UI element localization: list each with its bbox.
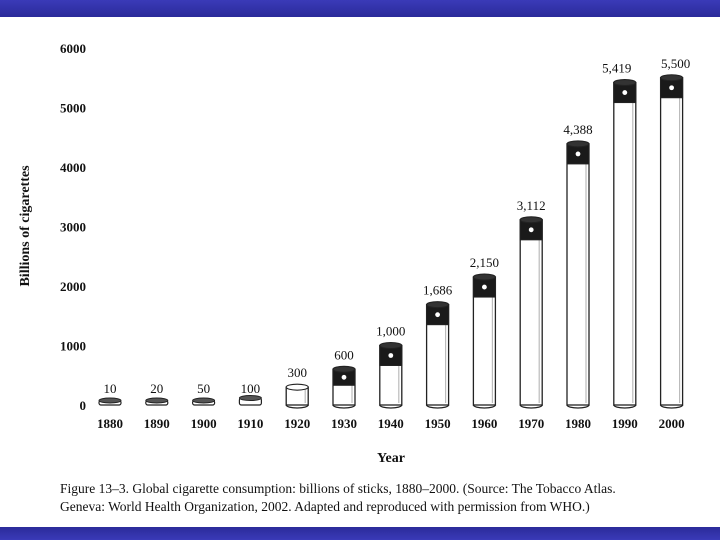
data-label: 2,150 — [470, 255, 499, 270]
figure-caption: Figure 13–3. Global cigarette consumptio… — [60, 480, 710, 516]
bar — [425, 301, 450, 409]
bar-base — [426, 404, 450, 409]
bars: 10 20 50 100 300 600 1,000 1,686 2,150 3,112 4,388… — [98, 56, 690, 409]
ember-speck — [528, 227, 534, 233]
data-label: 1,000 — [376, 324, 405, 339]
y-axis-label: Billions of cigarettes — [18, 165, 33, 287]
bar — [613, 79, 637, 409]
x-tick-labels: 1880 1890 1900 1910 1920 1930 1940 1950 1960 1970… — [97, 416, 685, 431]
bar — [566, 140, 590, 409]
bar-base — [613, 404, 637, 409]
data-label: 600 — [334, 347, 354, 362]
top-band — [0, 0, 720, 17]
x-tick-label: 1940 — [378, 416, 404, 431]
caption-line-1: Figure 13–3. Global cigarette consumptio… — [60, 481, 616, 496]
bar-top — [426, 301, 450, 309]
data-label: 3,112 — [517, 198, 546, 213]
x-tick-label: 1970 — [518, 416, 544, 431]
bar — [98, 397, 122, 406]
ember-speck — [622, 90, 628, 95]
bar-top — [379, 341, 403, 350]
data-label: 300 — [287, 365, 307, 380]
ember-speck — [575, 151, 581, 157]
y-tick-label: 2000 — [60, 279, 86, 294]
x-tick-label: 1930 — [331, 416, 357, 431]
x-axis-label: Year — [377, 451, 405, 466]
x-tick-label: 1880 — [97, 416, 123, 431]
bar-top — [192, 397, 216, 404]
data-label: 1,686 — [423, 283, 453, 298]
bar-top — [660, 74, 684, 82]
bar-base — [379, 404, 403, 409]
bar-top — [238, 395, 262, 402]
bar-base — [285, 404, 309, 409]
x-tick-label: 1990 — [612, 416, 638, 431]
x-tick-label: 1890 — [144, 416, 170, 431]
bar — [519, 216, 543, 409]
bar — [472, 273, 497, 409]
bar-base — [472, 404, 496, 409]
bar — [238, 395, 262, 406]
y-tick-label: 3000 — [60, 220, 86, 235]
bar-top — [285, 383, 309, 391]
bar-base — [660, 404, 684, 409]
bar-top — [98, 397, 122, 404]
ember-speck — [669, 85, 674, 91]
data-label: 5,419 — [602, 61, 631, 76]
y-tick-label: 5000 — [60, 101, 86, 116]
y-tick-label: 4000 — [60, 160, 86, 175]
x-tick-label: 1960 — [471, 416, 497, 431]
bar-top — [566, 140, 590, 148]
data-label: 100 — [241, 381, 261, 396]
x-tick-label: 1910 — [237, 416, 263, 431]
ember-speck — [435, 312, 440, 318]
bar — [379, 341, 403, 409]
x-tick-label: 1980 — [565, 416, 591, 431]
data-label: 10 — [104, 381, 117, 396]
x-tick-label: 1920 — [284, 416, 310, 431]
x-tick-label: 2000 — [659, 416, 685, 431]
bar — [145, 397, 169, 406]
data-label: 5,500 — [661, 56, 690, 71]
data-label: 4,388 — [563, 122, 592, 137]
caption-line-2: Geneva: World Health Organization, 2002.… — [60, 499, 590, 514]
x-tick-label: 1950 — [425, 416, 451, 431]
bottom-band — [0, 527, 720, 540]
bar-base — [566, 404, 590, 409]
bar — [332, 365, 356, 409]
bar-top — [613, 79, 637, 87]
bar-base — [519, 404, 543, 409]
ember-speck — [341, 374, 347, 380]
data-label: 50 — [197, 381, 210, 396]
bar — [192, 397, 216, 406]
y-tick-label: 6000 — [60, 41, 86, 56]
y-tick-labels: 0 1000 2000 3000 4000 5000 6000 — [60, 41, 86, 413]
bar-top — [145, 397, 169, 404]
data-label: 20 — [150, 381, 163, 396]
bar — [659, 74, 684, 409]
x-tick-label: 1900 — [191, 416, 217, 431]
y-tick-label: 0 — [80, 398, 87, 413]
bar-top — [472, 273, 496, 281]
bar — [285, 383, 309, 409]
ember-speck — [388, 353, 394, 358]
bar-base — [332, 404, 356, 409]
bar-top — [332, 365, 356, 373]
bar-top — [519, 216, 543, 224]
ember-speck — [482, 284, 487, 290]
cigarette-bar-chart: Billions of cigarettes Year 0 1000 2000 300… — [18, 41, 690, 466]
y-tick-label: 1000 — [60, 339, 86, 354]
